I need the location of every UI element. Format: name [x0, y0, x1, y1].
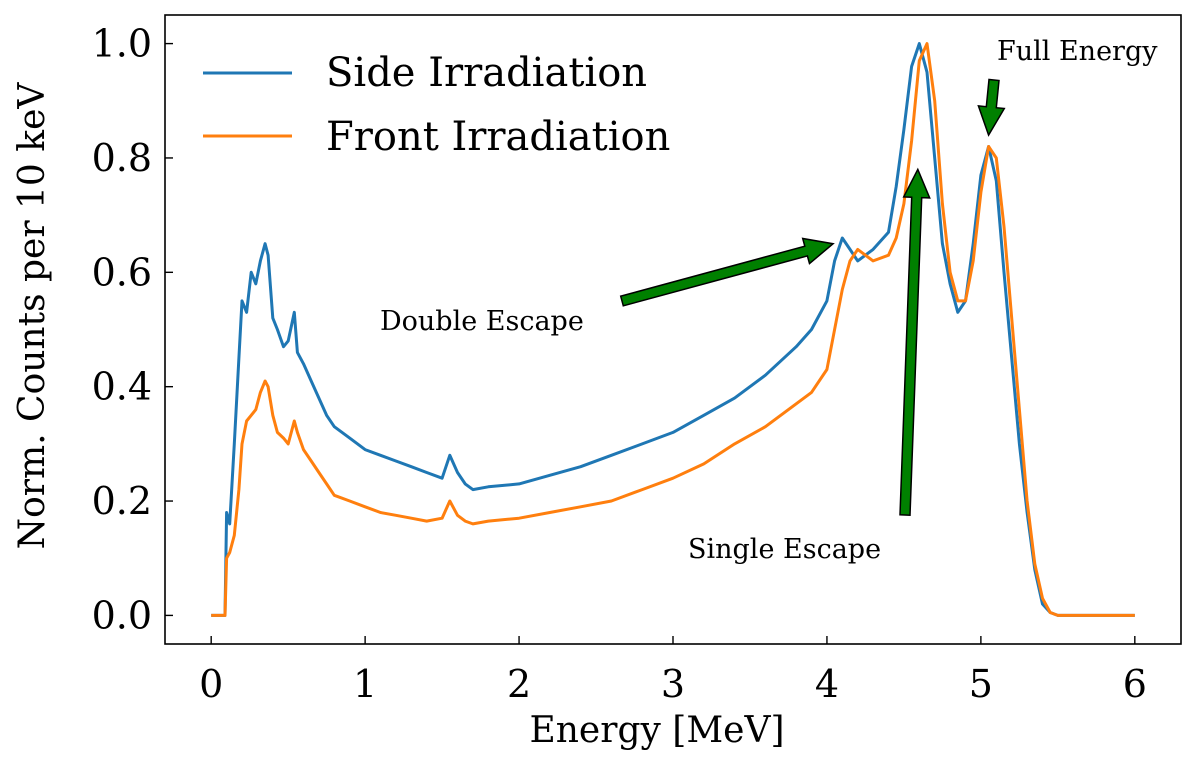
y-tick-label: 0.4 [92, 365, 152, 409]
x-axis-title: Energy [MeV] [529, 710, 784, 751]
y-tick-label: 0.2 [92, 479, 152, 523]
y-tick-label: 0.8 [92, 136, 152, 180]
arrow-full-energy [977, 78, 1006, 137]
x-tick-label: 2 [507, 662, 531, 706]
legend-label-side-irradiation: Side Irradiation [326, 50, 647, 96]
series-line-front-irradiation [211, 42, 1135, 617]
x-tick-label: 5 [969, 662, 993, 706]
arrow-single-escape [899, 167, 931, 516]
x-tick-label: 1 [353, 662, 377, 706]
y-tick-label: 0.6 [92, 250, 152, 294]
x-tick-label: 0 [199, 662, 223, 706]
x-tick-label: 6 [1123, 662, 1147, 706]
legend: Side Irradiation Front Irradiation [203, 50, 670, 160]
plot-area [165, 15, 1181, 644]
tick-layer: 0 1 2 3 4 5 6 0.0 0.2 0.4 0.6 0.8 1.0 [92, 22, 1147, 706]
legend-label-front-irradiation: Front Irradiation [326, 114, 670, 160]
arrow-double-escape [619, 237, 835, 307]
series-layer [211, 42, 1135, 617]
annotation-single-escape: Single Escape [688, 534, 881, 565]
y-axis-title: Norm. Counts per 10 keV [12, 82, 53, 550]
y-tick-label: 0.0 [92, 593, 152, 637]
x-tick-label: 3 [661, 662, 685, 706]
annotation-layer [619, 78, 1006, 516]
y-tick-label: 1.0 [92, 22, 152, 66]
x-tick-label: 4 [815, 662, 839, 706]
annotation-full-energy: Full Energy [997, 36, 1158, 67]
annotation-double-escape: Double Escape [380, 306, 584, 337]
